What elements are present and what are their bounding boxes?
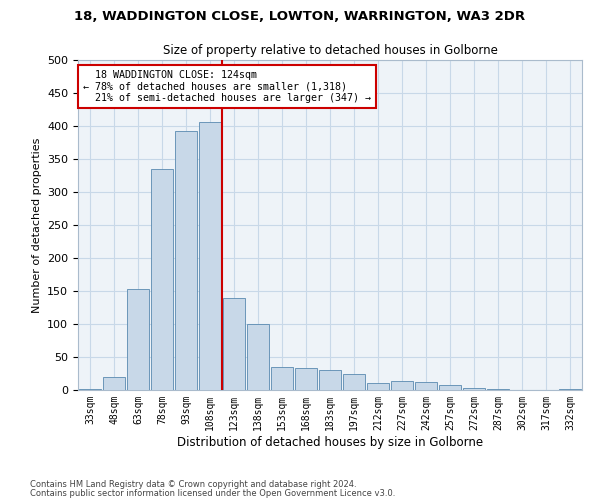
Bar	[415, 382, 437, 390]
Bar	[103, 377, 125, 390]
Bar	[439, 384, 461, 390]
Bar	[223, 298, 245, 390]
Bar	[463, 388, 485, 390]
Bar	[319, 370, 341, 390]
Bar	[175, 130, 197, 390]
Text: 18, WADDINGTON CLOSE, LOWTON, WARRINGTON, WA3 2DR: 18, WADDINGTON CLOSE, LOWTON, WARRINGTON…	[74, 10, 526, 23]
Bar	[559, 388, 581, 390]
Text: Contains public sector information licensed under the Open Government Licence v3: Contains public sector information licen…	[30, 488, 395, 498]
Bar	[79, 388, 101, 390]
Bar	[367, 384, 389, 390]
X-axis label: Distribution of detached houses by size in Golborne: Distribution of detached houses by size …	[177, 436, 483, 448]
Bar	[247, 324, 269, 390]
Bar	[295, 368, 317, 390]
Text: Contains HM Land Registry data © Crown copyright and database right 2024.: Contains HM Land Registry data © Crown c…	[30, 480, 356, 489]
Text: 18 WADDINGTON CLOSE: 124sqm
← 78% of detached houses are smaller (1,318)
  21% o: 18 WADDINGTON CLOSE: 124sqm ← 78% of det…	[83, 70, 371, 103]
Bar	[127, 289, 149, 390]
Bar	[199, 122, 221, 390]
Y-axis label: Number of detached properties: Number of detached properties	[32, 138, 41, 312]
Bar	[271, 367, 293, 390]
Title: Size of property relative to detached houses in Golborne: Size of property relative to detached ho…	[163, 44, 497, 58]
Bar	[343, 374, 365, 390]
Bar	[151, 169, 173, 390]
Bar	[391, 382, 413, 390]
